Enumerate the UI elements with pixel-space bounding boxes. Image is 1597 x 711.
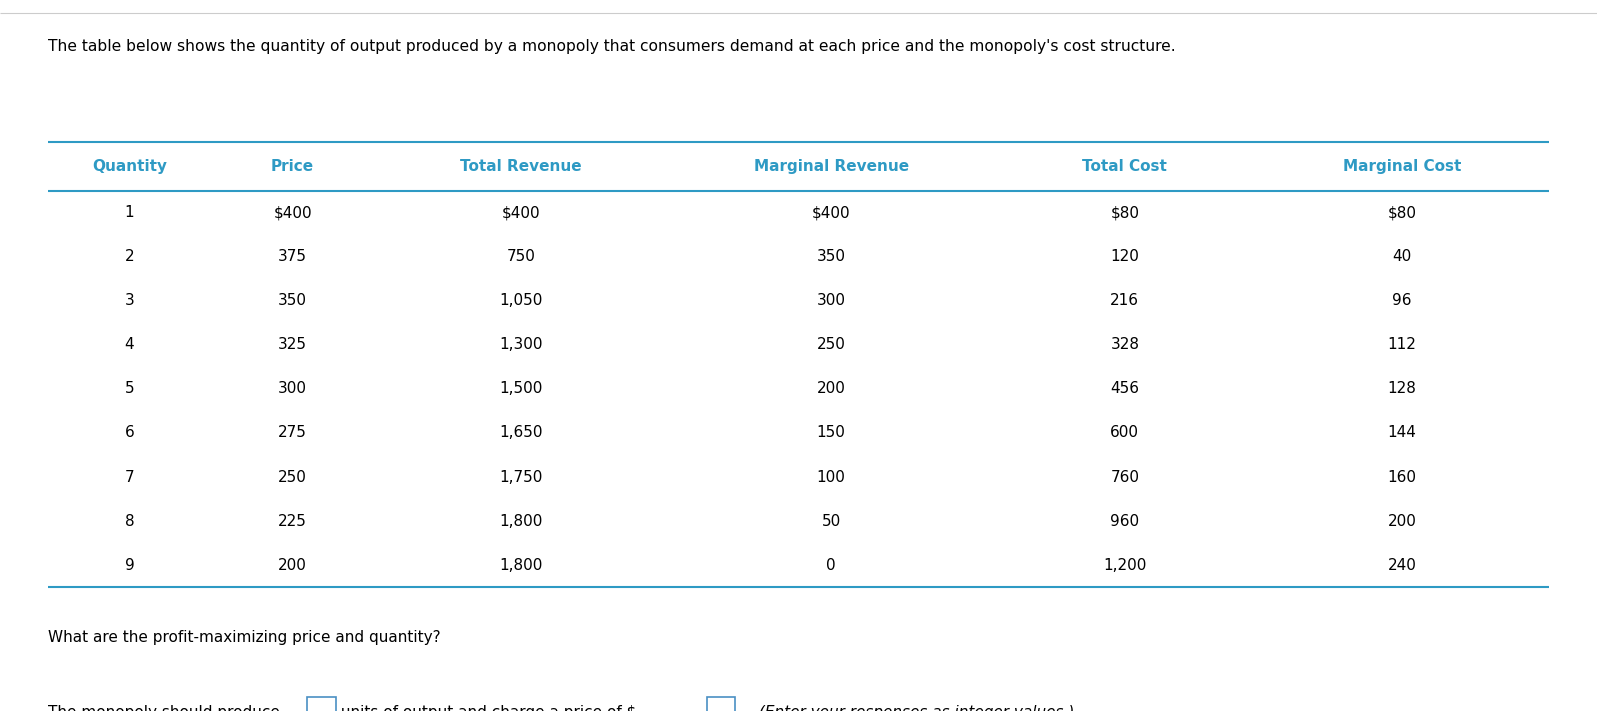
- Text: 250: 250: [278, 469, 307, 485]
- Text: Total Cost: Total Cost: [1083, 159, 1167, 174]
- Text: 1,800: 1,800: [500, 513, 543, 529]
- Text: 3: 3: [125, 293, 134, 309]
- Text: 375: 375: [278, 249, 307, 264]
- Text: 128: 128: [1388, 381, 1417, 397]
- Text: $400: $400: [273, 205, 311, 220]
- Text: 8: 8: [125, 513, 134, 529]
- Text: 216: 216: [1110, 293, 1139, 309]
- Text: $400: $400: [501, 205, 540, 220]
- Text: 50: 50: [821, 513, 840, 529]
- Text: $400: $400: [811, 205, 851, 220]
- Text: 1,800: 1,800: [500, 557, 543, 573]
- Text: 5: 5: [125, 381, 134, 397]
- Text: 120: 120: [1110, 249, 1139, 264]
- Text: 200: 200: [278, 557, 307, 573]
- Text: Quantity: Quantity: [93, 159, 168, 174]
- FancyBboxPatch shape: [706, 697, 735, 711]
- Text: 4: 4: [125, 337, 134, 353]
- Text: 1: 1: [125, 205, 134, 220]
- Text: The table below shows the quantity of output produced by a monopoly that consume: The table below shows the quantity of ou…: [48, 39, 1175, 54]
- Text: 750: 750: [506, 249, 535, 264]
- Text: 350: 350: [278, 293, 307, 309]
- Text: $80: $80: [1388, 205, 1417, 220]
- Text: 275: 275: [278, 425, 307, 441]
- Text: 760: 760: [1110, 469, 1139, 485]
- Text: 600: 600: [1110, 425, 1139, 441]
- Text: 240: 240: [1388, 557, 1417, 573]
- Text: 160: 160: [1388, 469, 1417, 485]
- Text: Total Revenue: Total Revenue: [460, 159, 581, 174]
- Text: Price: Price: [271, 159, 315, 174]
- Text: 6: 6: [125, 425, 134, 441]
- Text: 144: 144: [1388, 425, 1417, 441]
- Text: 960: 960: [1110, 513, 1139, 529]
- Text: units of output and charge a price of $: units of output and charge a price of $: [335, 705, 636, 711]
- Text: 150: 150: [816, 425, 845, 441]
- Text: 2: 2: [125, 249, 134, 264]
- Text: What are the profit-maximizing price and quantity?: What are the profit-maximizing price and…: [48, 630, 441, 645]
- Text: Marginal Revenue: Marginal Revenue: [754, 159, 909, 174]
- Text: 96: 96: [1393, 293, 1412, 309]
- Text: Marginal Cost: Marginal Cost: [1343, 159, 1461, 174]
- Text: 100: 100: [816, 469, 845, 485]
- Text: 112: 112: [1388, 337, 1417, 353]
- Text: 200: 200: [816, 381, 845, 397]
- Text: (Enter your responses as integer values.): (Enter your responses as integer values.…: [754, 705, 1075, 711]
- Text: 456: 456: [1110, 381, 1139, 397]
- FancyBboxPatch shape: [307, 697, 335, 711]
- Text: 328: 328: [1110, 337, 1139, 353]
- Text: 1,050: 1,050: [500, 293, 543, 309]
- Text: 1,500: 1,500: [500, 381, 543, 397]
- Text: 250: 250: [816, 337, 845, 353]
- Text: 7: 7: [125, 469, 134, 485]
- Text: 325: 325: [278, 337, 307, 353]
- Text: 225: 225: [278, 513, 307, 529]
- Text: 1,650: 1,650: [500, 425, 543, 441]
- Text: 350: 350: [816, 249, 846, 264]
- Text: 300: 300: [816, 293, 846, 309]
- Text: 0: 0: [826, 557, 835, 573]
- Text: The monopoly should produce: The monopoly should produce: [48, 705, 284, 711]
- Text: .: .: [735, 705, 746, 711]
- Text: 1,300: 1,300: [500, 337, 543, 353]
- Text: 1,750: 1,750: [500, 469, 543, 485]
- Text: 1,200: 1,200: [1104, 557, 1147, 573]
- Text: 40: 40: [1393, 249, 1412, 264]
- Text: 9: 9: [125, 557, 134, 573]
- Text: 300: 300: [278, 381, 307, 397]
- Text: 200: 200: [1388, 513, 1417, 529]
- Text: $80: $80: [1110, 205, 1139, 220]
